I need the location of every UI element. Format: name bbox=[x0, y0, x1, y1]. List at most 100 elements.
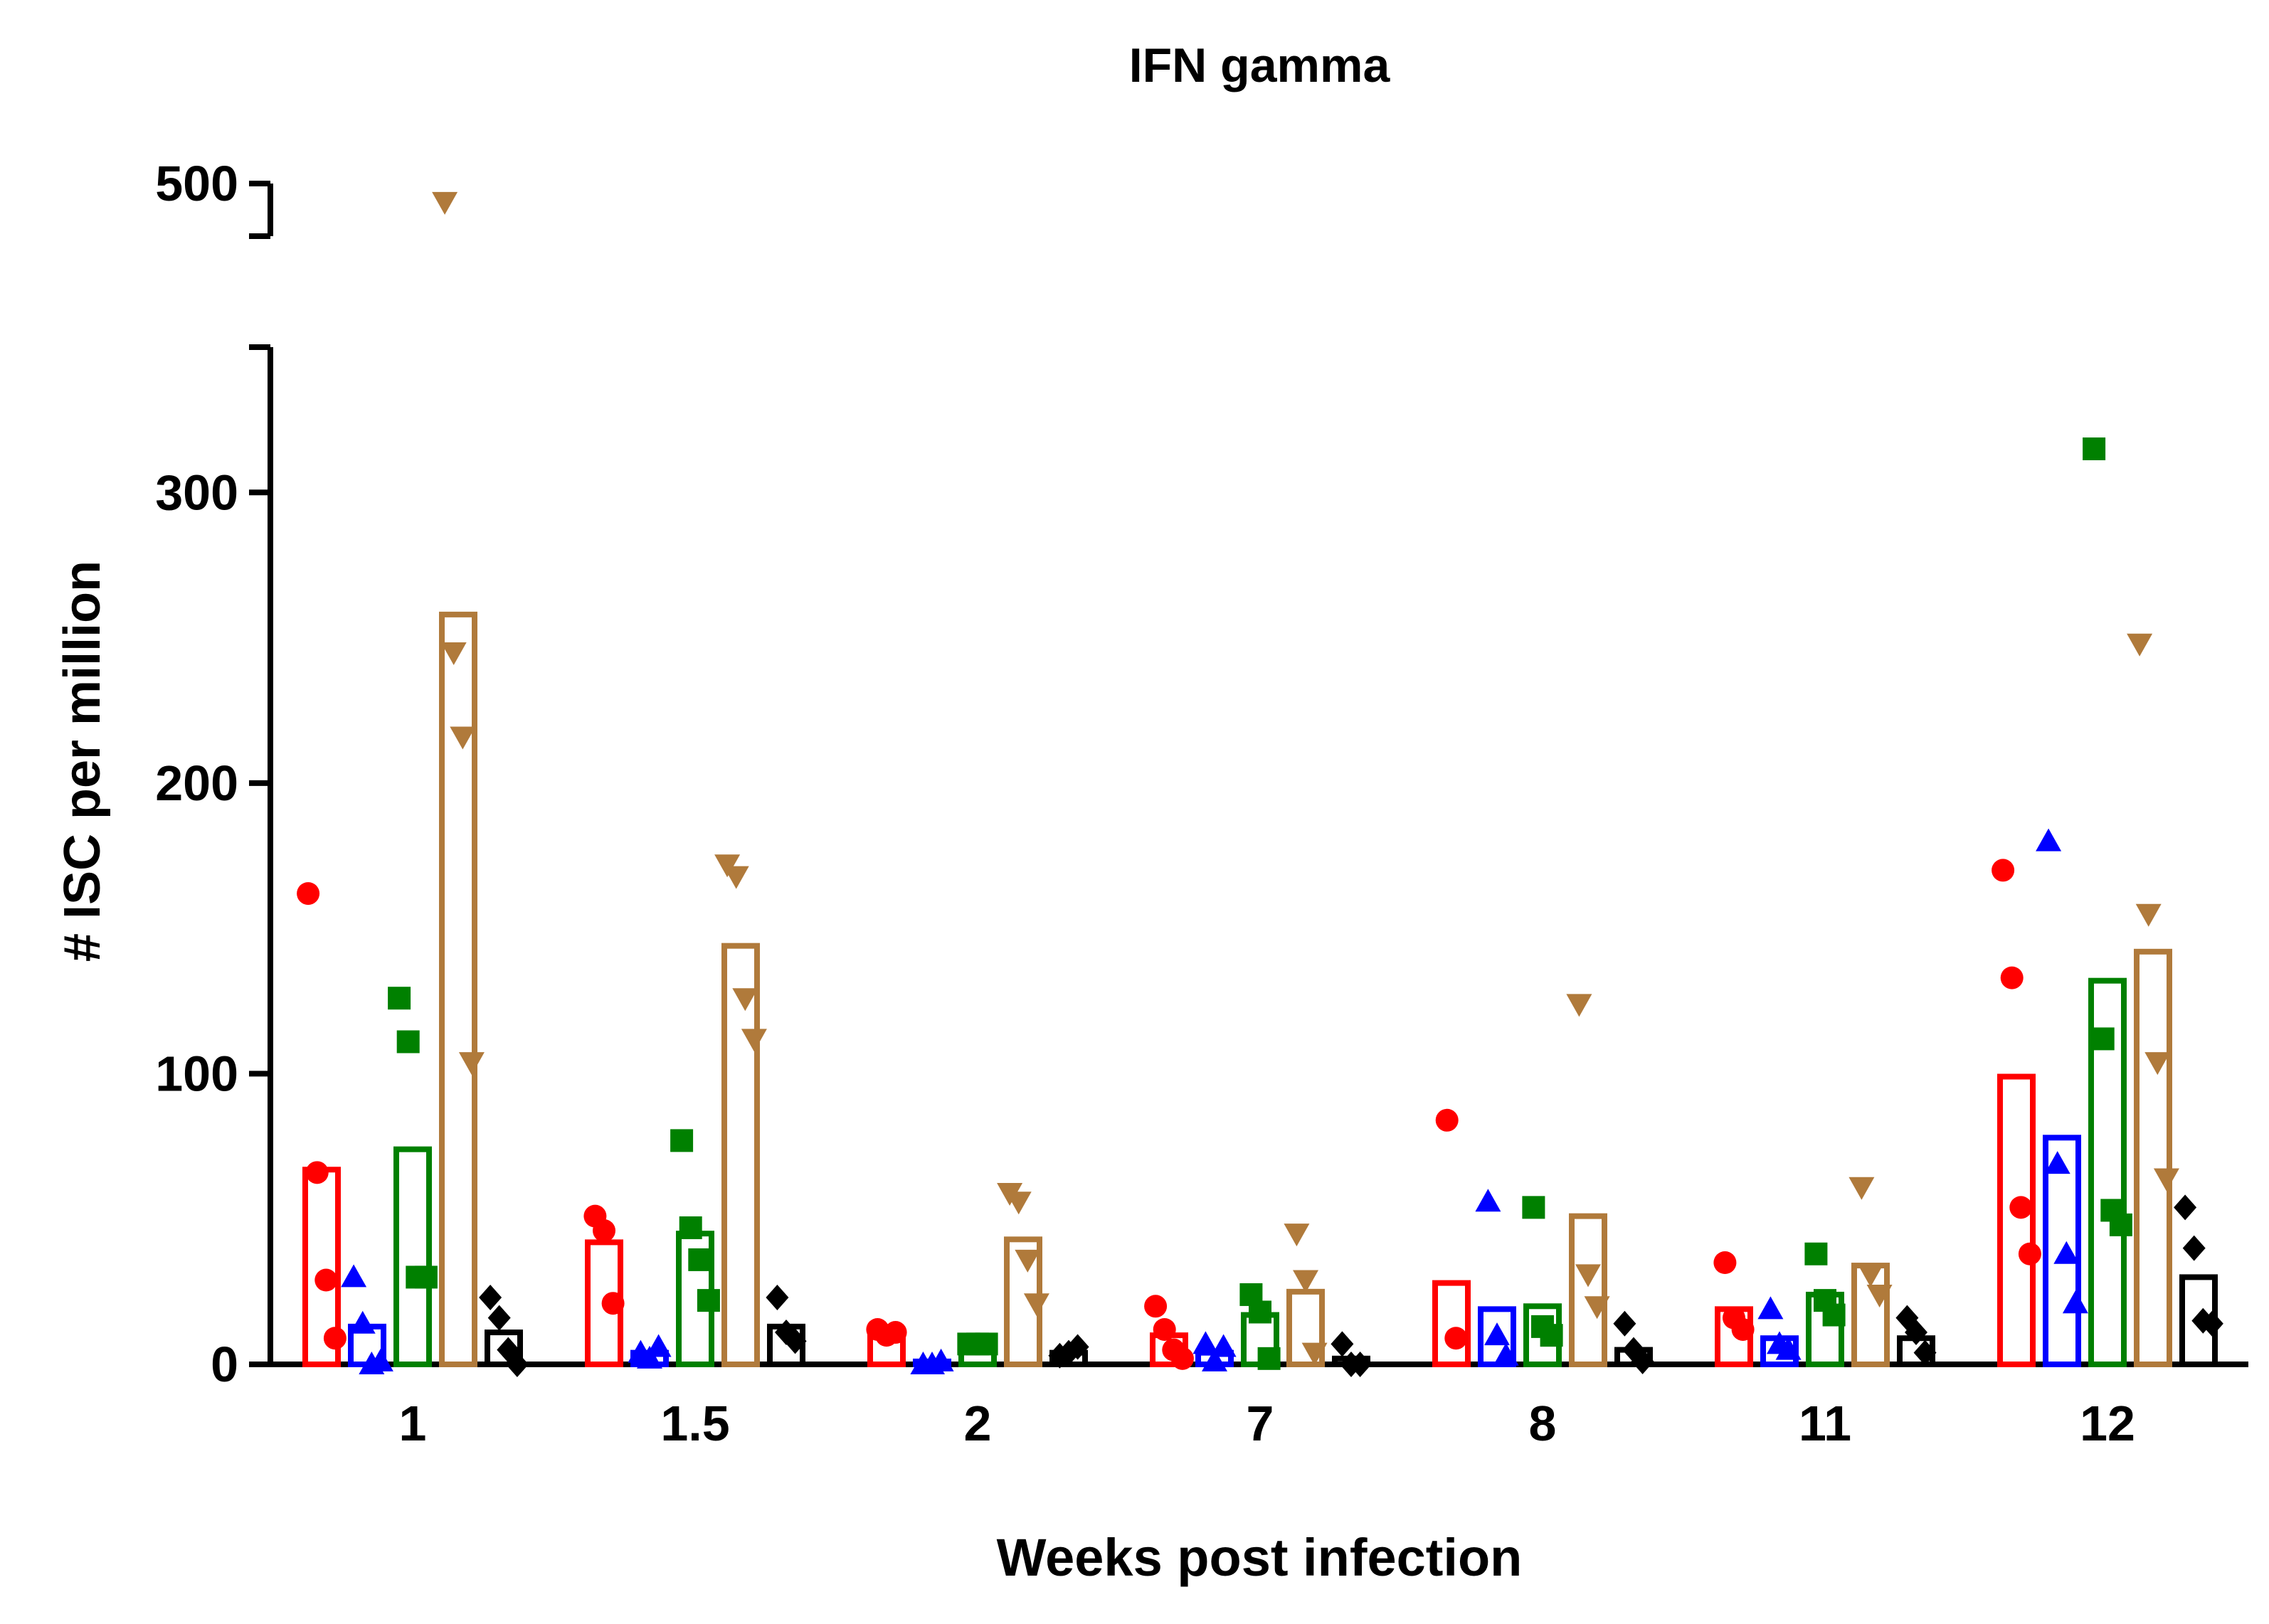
data-point bbox=[1584, 1296, 1610, 1320]
x-tick-label: 1 bbox=[399, 1396, 427, 1451]
bar bbox=[439, 611, 477, 1367]
data-point bbox=[2182, 1235, 2206, 1261]
data-point bbox=[2127, 633, 2153, 657]
data-point bbox=[975, 1332, 998, 1356]
data-point bbox=[2044, 1151, 2070, 1174]
bar bbox=[2088, 977, 2127, 1367]
data-point bbox=[1822, 1303, 1846, 1327]
data-point bbox=[670, 1129, 694, 1152]
data-point bbox=[2018, 1242, 2041, 1265]
data-point bbox=[1757, 1296, 1784, 1320]
bar bbox=[1432, 1280, 1471, 1367]
series-group-3 bbox=[388, 437, 2132, 1370]
data-point bbox=[414, 1265, 438, 1289]
bar bbox=[2134, 948, 2172, 1368]
data-point bbox=[1866, 1284, 1893, 1307]
y-tick-label: 100 bbox=[155, 1046, 238, 1101]
data-point bbox=[1522, 1196, 1545, 1219]
bar bbox=[393, 1146, 432, 1367]
data-point bbox=[305, 1161, 329, 1184]
data-point bbox=[601, 1292, 625, 1315]
data-point bbox=[688, 1248, 712, 1271]
data-point bbox=[1170, 1347, 1194, 1370]
x-axis-label: Weeks post infection bbox=[997, 1528, 1523, 1587]
data-point bbox=[1540, 1324, 1563, 1347]
data-point bbox=[367, 1348, 393, 1371]
data-point bbox=[645, 1334, 672, 1357]
data-point bbox=[1804, 1242, 1828, 1265]
data-point bbox=[505, 1352, 529, 1377]
x-tick-label: 7 bbox=[1247, 1396, 1274, 1451]
series-group-5 bbox=[479, 1194, 2223, 1377]
data-point bbox=[637, 1345, 662, 1369]
data-point bbox=[1613, 1310, 1636, 1337]
data-point bbox=[323, 1327, 347, 1350]
data-point bbox=[2009, 1196, 2033, 1219]
series-group-1 bbox=[297, 859, 2041, 1370]
data-point bbox=[697, 1289, 720, 1312]
data-point bbox=[487, 1305, 511, 1331]
axes: 0 100 200 300 500 1 1.5 2 7 8 11 12 bbox=[155, 156, 2248, 1451]
data-point bbox=[1293, 1270, 1318, 1293]
x-tick-label: 2 bbox=[964, 1396, 992, 1451]
data-point bbox=[2000, 966, 2024, 989]
data-point bbox=[1905, 1320, 1927, 1346]
data-point bbox=[458, 1052, 485, 1076]
data-point bbox=[1023, 1293, 1049, 1317]
data-point bbox=[1257, 1347, 1281, 1370]
data-point bbox=[479, 1285, 502, 1311]
y-axis-label: # ISC per million bbox=[54, 561, 111, 962]
y-tick-label: 300 bbox=[155, 465, 238, 520]
data-point bbox=[1575, 1264, 1601, 1288]
data-point bbox=[723, 866, 749, 889]
data-point bbox=[1005, 1192, 1032, 1215]
data-point bbox=[1015, 1249, 1041, 1273]
y-tick-label-upper: 500 bbox=[155, 156, 238, 211]
data-point bbox=[1249, 1300, 1271, 1324]
chart-marks bbox=[297, 191, 2223, 1377]
data-point bbox=[1493, 1342, 1519, 1366]
bar bbox=[721, 943, 760, 1367]
data-point bbox=[1348, 1352, 1372, 1377]
data-point bbox=[396, 1030, 420, 1054]
data-point bbox=[2200, 1310, 2223, 1337]
data-point bbox=[2174, 1194, 2197, 1221]
data-point bbox=[1713, 1251, 1737, 1274]
x-tick-label: 8 bbox=[1529, 1396, 1557, 1451]
data-point bbox=[783, 1328, 807, 1354]
data-point bbox=[1913, 1339, 1937, 1366]
data-point bbox=[1192, 1331, 1219, 1354]
data-point bbox=[1731, 1317, 1755, 1341]
series-group-4 bbox=[432, 191, 2179, 1368]
bar bbox=[1569, 1213, 1607, 1367]
data-point bbox=[1066, 1334, 1089, 1360]
data-point bbox=[741, 1029, 767, 1052]
data-point bbox=[1475, 1189, 1501, 1212]
bar bbox=[485, 1330, 523, 1367]
data-point bbox=[679, 1216, 702, 1239]
data-point bbox=[297, 882, 320, 906]
data-point bbox=[1153, 1317, 1176, 1341]
data-point bbox=[1484, 1322, 1510, 1346]
data-point bbox=[440, 642, 467, 665]
x-tick-label: 1.5 bbox=[660, 1396, 729, 1451]
data-point bbox=[2062, 1290, 2088, 1314]
series-group-2 bbox=[341, 828, 2088, 1374]
data-point bbox=[2091, 1027, 2115, 1051]
data-point bbox=[1284, 1224, 1310, 1247]
data-point bbox=[314, 1268, 338, 1292]
data-point bbox=[1992, 859, 2015, 882]
bar bbox=[2043, 1135, 2081, 1368]
data-point bbox=[2053, 1241, 2080, 1264]
data-point bbox=[2109, 1213, 2132, 1236]
data-point bbox=[1566, 994, 1592, 1017]
data-point bbox=[1331, 1331, 1354, 1357]
data-point bbox=[1210, 1334, 1237, 1357]
data-point bbox=[432, 191, 458, 215]
data-point bbox=[2144, 1052, 2171, 1076]
data-point bbox=[450, 726, 476, 750]
data-point bbox=[2135, 903, 2162, 927]
data-point bbox=[1775, 1337, 1802, 1360]
data-point bbox=[593, 1219, 615, 1243]
